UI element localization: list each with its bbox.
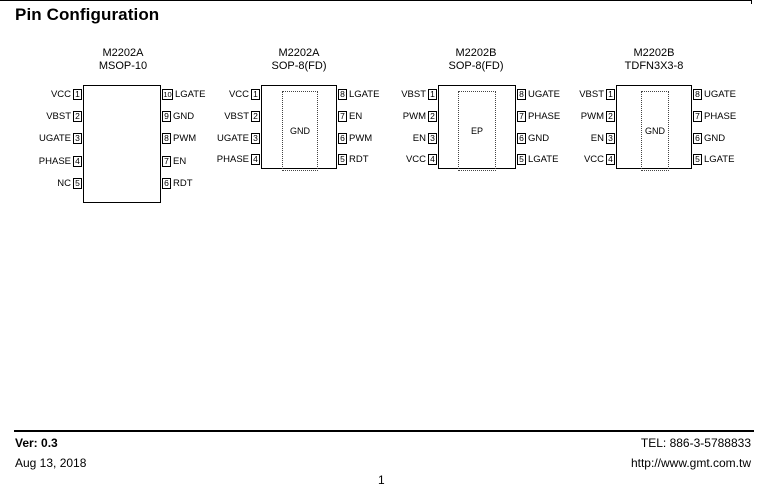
pin-label: VBST: [224, 110, 249, 122]
page-title: Pin Configuration: [15, 5, 160, 24]
package-4: M2202B TDFN3X3-8 GND 1 VBST 2 PWM 3 EN 4 VCC 8 UGATE…: [574, 47, 737, 217]
pin-label: PWM: [349, 132, 373, 144]
pin-number: 7: [162, 155, 171, 167]
chip-body: GND: [616, 85, 692, 171]
pin-label: VBST: [46, 111, 71, 123]
pin-number: 7: [693, 110, 702, 122]
pin-number: 3: [73, 133, 82, 145]
pin-number: 1: [606, 89, 615, 100]
pin-number: 7: [517, 110, 526, 122]
pin-number: 8: [162, 133, 171, 145]
exposed-pad: GND: [641, 91, 669, 171]
pin-number: 5: [338, 154, 347, 166]
part-number: M2202B: [633, 47, 675, 59]
pin-label: GND: [704, 132, 726, 144]
pin-number: 5: [73, 177, 82, 189]
exposed-pad: GND: [282, 91, 318, 171]
pin-label: VCC: [228, 89, 249, 100]
package-type: MSOP-10: [98, 60, 148, 72]
pin-label: PWM: [580, 110, 604, 122]
package-1: M2202A MSOP-10 1 VCC 2 VBST 3 UGATE 4 PHASE 5 NC 10 L…: [39, 47, 206, 217]
pin-number: 6: [517, 132, 526, 144]
pin-label: EN: [590, 132, 604, 144]
pin-number: 4: [251, 154, 260, 166]
pin-number: 5: [517, 154, 526, 166]
chip-body: EP: [438, 85, 516, 171]
pin-number: 2: [606, 110, 615, 122]
website-link[interactable]: http://www.gmt.com.tw: [630, 456, 751, 470]
pin-number: 1: [428, 89, 437, 100]
part-number: M2202A: [278, 47, 320, 59]
chip-body: GND: [261, 85, 337, 171]
pin-number: 6: [693, 132, 702, 144]
pin-number: 4: [73, 155, 82, 167]
date-label: Aug 13, 2018: [15, 456, 87, 470]
pin-label: RDT: [173, 177, 193, 189]
pin-label: GND: [528, 132, 550, 144]
part-number: M2202A: [102, 47, 144, 59]
part-number: M2202B: [455, 47, 497, 59]
pin-label: VCC: [405, 154, 426, 166]
pin-label: PHASE: [528, 110, 561, 122]
top-rule: [0, 0, 752, 1]
pin-number: 8: [517, 89, 526, 100]
page-number: 1: [378, 473, 385, 487]
exposed-pad: EP: [458, 91, 496, 171]
pin-label: EN: [412, 132, 426, 144]
pin-label: UGATE: [38, 133, 71, 145]
tel-label: TEL: 886-3-5788833: [640, 436, 751, 450]
pin-number: 6: [338, 132, 347, 144]
pin-number: 4: [428, 154, 437, 166]
footer-rule: [14, 430, 754, 432]
pin-label: LGATE: [175, 89, 206, 100]
package-2: M2202A SOP-8(FD) GND 1 VCC 2 VBST 3 UGATE 4 PHASE 8…: [217, 47, 380, 217]
chip-body: [83, 85, 161, 203]
pin-label: PHASE: [216, 154, 249, 166]
pin-number: 2: [73, 111, 82, 123]
pin-label: LGATE: [528, 154, 559, 166]
pin-label: GND: [173, 111, 195, 123]
pin-number: 10: [162, 89, 173, 100]
pin-number: 3: [251, 132, 260, 144]
pin-label: PHASE: [704, 110, 737, 122]
pin-label: LGATE: [349, 89, 380, 100]
pin-label: VBST: [579, 89, 604, 100]
pin-label: LGATE: [704, 154, 735, 166]
pin-number: 5: [693, 154, 702, 166]
pin-label: EN: [349, 110, 363, 122]
top-rule-tick: [751, 0, 752, 4]
pin-label: EN: [173, 155, 187, 167]
pin-label: VCC: [50, 89, 71, 100]
pin-label: PWM: [402, 110, 426, 122]
pin-label: PHASE: [38, 155, 71, 167]
pin-number: 3: [428, 132, 437, 144]
package-type: SOP-8(FD): [448, 60, 504, 72]
pin-number: 7: [338, 110, 347, 122]
pin-number: 1: [251, 89, 260, 100]
pin-label: PWM: [173, 133, 197, 145]
pin-label: UGATE: [528, 89, 561, 100]
pin-number: 8: [693, 89, 702, 100]
pin-label: VCC: [583, 154, 604, 166]
pin-number: 8: [338, 89, 347, 100]
pin-number: 2: [251, 110, 260, 122]
pin-number: 4: [606, 154, 615, 166]
pin-label: NC: [57, 177, 71, 189]
package-type: SOP-8(FD): [271, 60, 327, 72]
pin-number: 2: [428, 110, 437, 122]
version-label: Ver: 0.3: [15, 436, 58, 450]
pin-label: UGATE: [704, 89, 737, 100]
pin-label: VBST: [401, 89, 426, 100]
package-3: M2202B SOP-8(FD) EP 1 VBST 2 PWM 3 EN 4 VCC 8 UGATE 7…: [396, 47, 560, 217]
pin-number: 9: [162, 111, 171, 123]
pin-number: 3: [606, 132, 615, 144]
package-type: TDFN3X3-8: [624, 60, 684, 72]
pin-number: 1: [73, 89, 82, 100]
pin-label: UGATE: [216, 132, 249, 144]
pin-number: 6: [162, 177, 171, 189]
pin-label: RDT: [349, 154, 369, 166]
